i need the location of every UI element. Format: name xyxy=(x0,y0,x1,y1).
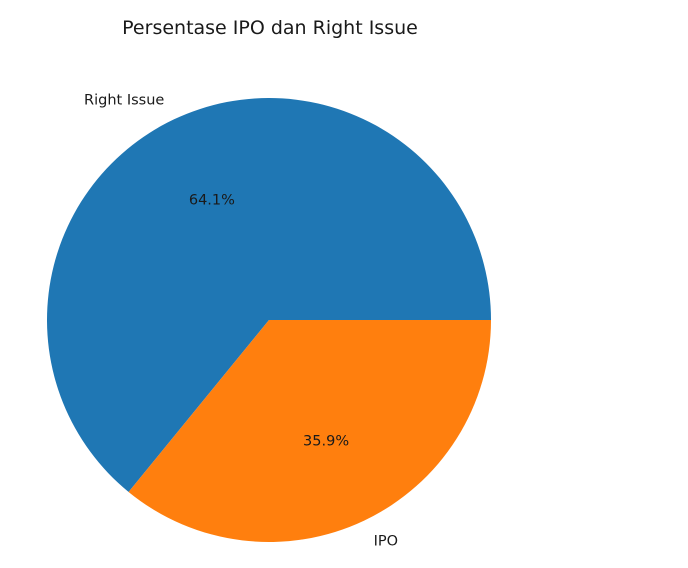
pie-slices xyxy=(47,98,492,543)
slice-percent-ipo: 35.9% xyxy=(303,433,349,449)
slice-percent-right-issue: 64.1% xyxy=(189,193,235,209)
chart-title: Persentase IPO dan Right Issue xyxy=(122,17,418,39)
pie-labels: Right Issue 64.1% IPO 35.9% xyxy=(84,92,398,549)
pie-slice-ipo xyxy=(128,320,491,543)
pie-slice-right-issue xyxy=(47,98,492,492)
slice-label-ipo: IPO xyxy=(374,534,398,550)
slice-label-right-issue: Right Issue xyxy=(84,92,164,108)
